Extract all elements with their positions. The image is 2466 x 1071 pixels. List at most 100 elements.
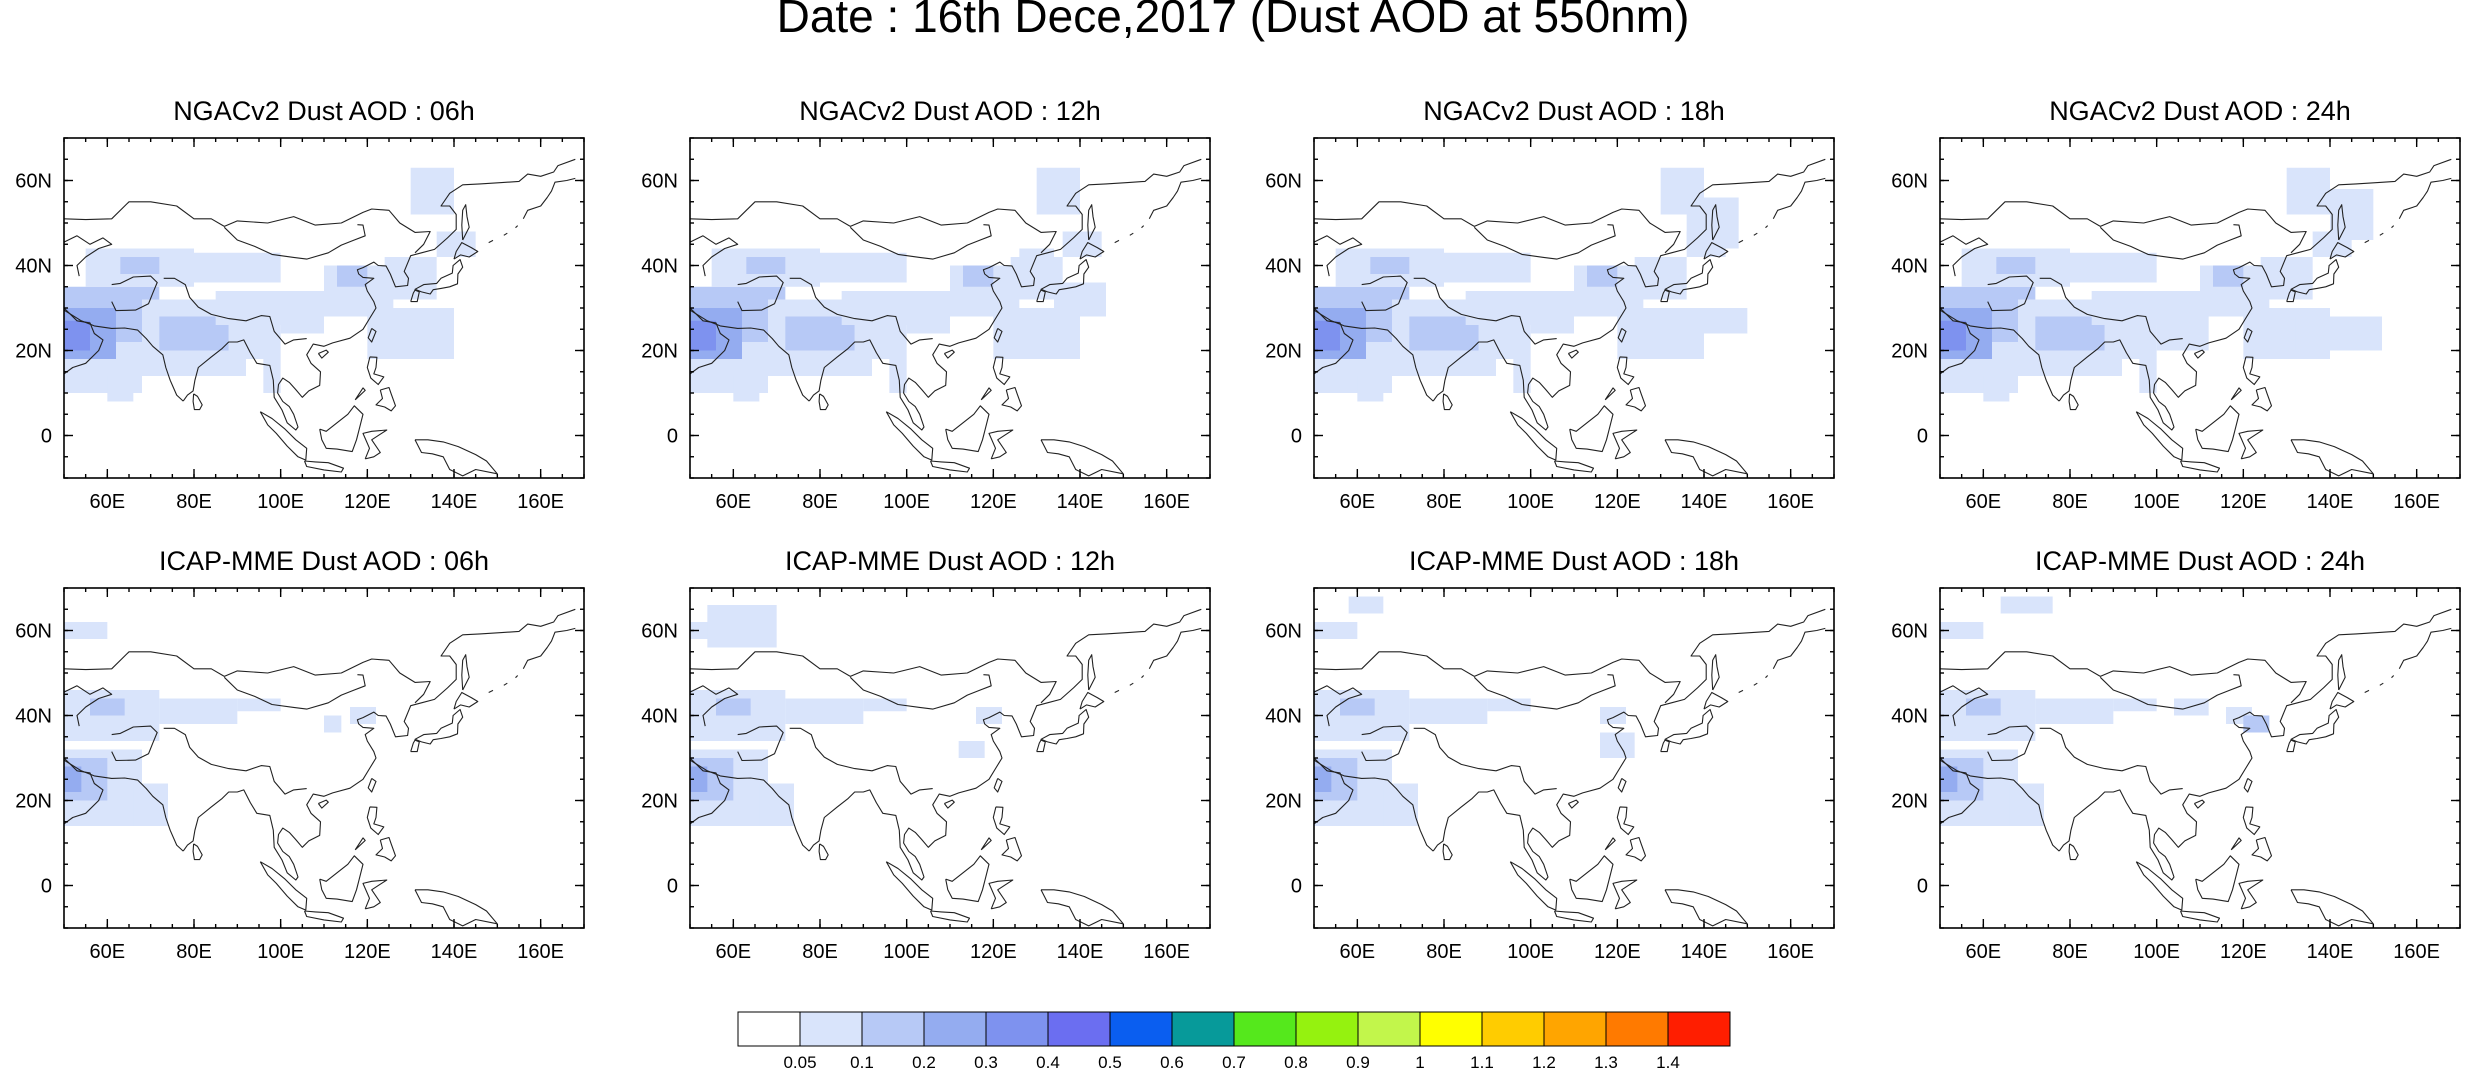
colorbar-label: 0.4 [1036, 1053, 1060, 1071]
coastline [453, 691, 479, 710]
coastline [259, 861, 308, 911]
lat-tick-label: 40N [15, 256, 52, 278]
coastline [1114, 239, 1120, 244]
coastline [929, 460, 971, 473]
coastline [303, 460, 345, 473]
coastline [503, 682, 508, 686]
lat-tick-label: 0 [1291, 876, 1302, 898]
coastline [1772, 627, 1826, 670]
coastline [2195, 855, 2240, 903]
coastline [414, 439, 498, 477]
lon-tick-label: 80E [176, 491, 212, 513]
lon-tick-label: 140E [1057, 491, 1104, 513]
coastline [1569, 405, 1614, 453]
coastline [943, 349, 955, 359]
coastline [2238, 429, 2264, 460]
coastline [2379, 232, 2384, 236]
coastline [317, 349, 329, 359]
aod-cell [1444, 252, 1531, 283]
coastline [992, 806, 1011, 836]
coastline [1036, 477, 1038, 478]
aod-cell [410, 167, 454, 215]
coastline [2398, 177, 2452, 220]
coastline [515, 225, 519, 229]
coastline [2039, 727, 2183, 795]
coastline [2230, 837, 2242, 851]
coastline [410, 477, 412, 478]
panel-title: ICAP-MME Dust AOD : 24h [2035, 546, 2365, 576]
coastline [690, 759, 810, 852]
coastline [367, 327, 377, 343]
coastline [461, 204, 470, 241]
colorbar-swatch [1605, 1011, 1669, 1047]
lon-tick-label: 120E [970, 941, 1017, 963]
coastline [2337, 204, 2346, 241]
lon-tick-label: 100E [1507, 491, 1554, 513]
colorbar-label: 0.9 [1346, 1053, 1370, 1071]
coastline [2290, 889, 2374, 927]
aod-cell [820, 252, 907, 283]
coastline [2286, 289, 2296, 303]
coastline [1616, 356, 1635, 386]
aod-cell [1340, 698, 1375, 716]
coastline [2193, 349, 2205, 359]
aod-cell [1357, 376, 1384, 402]
aod-cell [1940, 622, 1984, 639]
aod-cell [64, 622, 108, 639]
coastline [1314, 759, 1434, 852]
coastline [849, 224, 992, 260]
coastline [1148, 627, 1202, 670]
coastline [2135, 861, 2184, 911]
coastline [2286, 477, 2288, 478]
aod-cell [2213, 265, 2244, 287]
coastline [319, 405, 364, 453]
lon-tick-label: 140E [1681, 941, 1728, 963]
lon-tick-label: 60E [90, 491, 126, 513]
coastline [64, 757, 104, 825]
lon-tick-label: 140E [2307, 491, 2354, 513]
coastline [1711, 654, 1720, 691]
coastline [690, 307, 730, 375]
colorbar-label: 0.05 [783, 1053, 816, 1071]
aod-cell [2260, 257, 2313, 300]
lon-tick-label: 120E [1594, 491, 1641, 513]
aod-cell [1940, 320, 1966, 351]
coastline [1413, 727, 1557, 795]
aod-cell [90, 698, 125, 716]
coastline [2364, 689, 2370, 693]
coastline [1036, 739, 1046, 753]
coastline [993, 327, 1003, 343]
colorbar-swatch [985, 1011, 1049, 1047]
coastline [993, 777, 1003, 793]
coastline [988, 879, 1014, 910]
coastline [1940, 307, 1980, 375]
lat-tick-label: 20N [1265, 341, 1302, 363]
coastline [1314, 309, 1434, 402]
coastline [367, 777, 377, 793]
aod-cell [963, 265, 994, 287]
colorbar-label: 1.3 [1594, 1053, 1618, 1071]
coastline [410, 927, 412, 928]
coastline [366, 356, 385, 386]
coastline [1001, 386, 1023, 412]
coastline [1473, 674, 1616, 710]
coastline [1940, 651, 2307, 704]
lon-tick-label: 100E [883, 491, 930, 513]
coastline [2243, 777, 2253, 793]
lon-tick-label: 80E [802, 941, 838, 963]
coastline [2286, 927, 2288, 928]
aod-cell [367, 308, 454, 359]
colorbar-swatch [1171, 1011, 1235, 1047]
aod-cell [976, 707, 1002, 724]
coastline [1604, 837, 1616, 851]
coastline [992, 356, 1011, 386]
colorbar-swatch [799, 1011, 863, 1047]
coastline [1509, 411, 1558, 461]
coastline [1703, 242, 1729, 260]
colorbar-swatch [1543, 1011, 1607, 1047]
coastline [1087, 654, 1096, 691]
lon-tick-label: 160E [1767, 941, 1814, 963]
coastline [111, 725, 158, 762]
lat-tick-label: 60N [15, 621, 52, 643]
colorbar-label: 1.2 [1532, 1053, 1556, 1071]
